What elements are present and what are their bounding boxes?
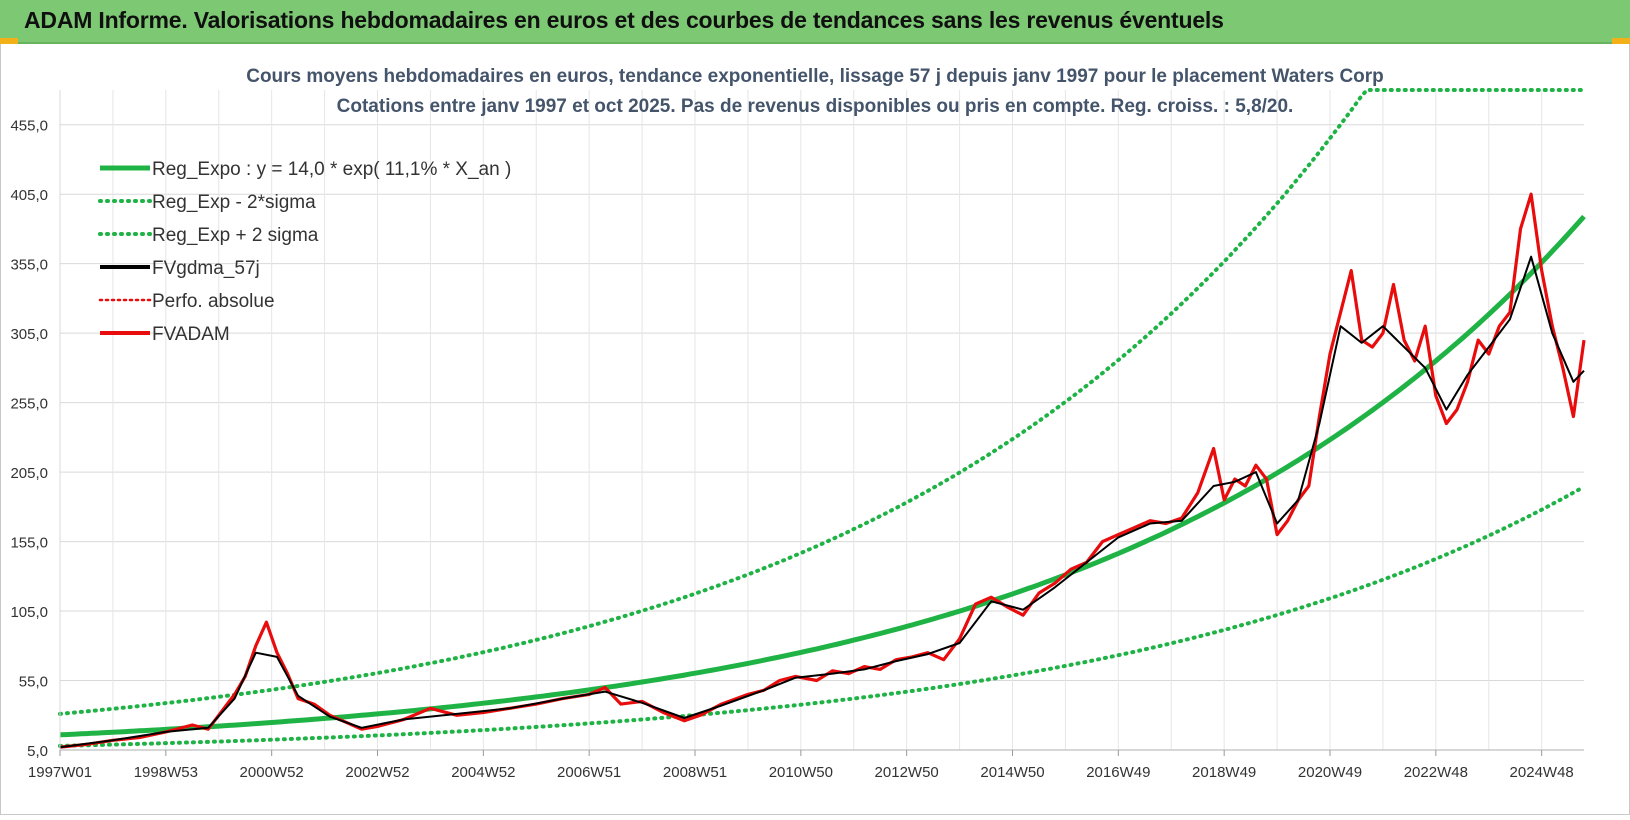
x-tick-label: 2012W50	[875, 764, 939, 781]
x-tick-label: 2022W48	[1404, 764, 1468, 781]
legend-label: Perfo. absolue	[152, 291, 275, 312]
x-tick-label: 2020W49	[1298, 764, 1362, 781]
legend-label: FVgdma_57j	[152, 258, 260, 279]
series-reg-exp-plus-2sigma	[58, 88, 1586, 716]
legend-label: Reg_Exp + 2 sigma	[152, 225, 319, 246]
chart-container: 5,0 55,0 105,0 155,0 205,0 255,0 305,0 355,0 405…	[0, 46, 1630, 815]
y-tick-label: 255,0	[10, 396, 48, 413]
x-tick-label: 2014W50	[980, 764, 1044, 781]
y-tick-label: 405,0	[10, 187, 48, 204]
x-tick-label: 2004W52	[451, 764, 515, 781]
x-tick-label: 2010W50	[769, 764, 833, 781]
y-tick-label: 55,0	[19, 674, 48, 691]
chart-subtitle: Cotations entre janv 1997 et oct 2025. P…	[337, 96, 1294, 117]
x-tick-label: 2018W49	[1192, 764, 1256, 781]
x-tick-label: 2016W49	[1086, 764, 1150, 781]
y-tick-label: 105,0	[10, 604, 48, 621]
y-tick-label: 155,0	[10, 535, 48, 552]
series-reg-exp-minus-2sigma	[58, 484, 1586, 748]
legend-label: FVADAM	[152, 324, 230, 345]
header-banner: ADAM Informe. Valorisations hebdomadaire…	[0, 0, 1630, 44]
x-tick-label: 1997W01	[28, 764, 92, 781]
y-tick-label: 305,0	[10, 326, 48, 343]
y-tick-label: 355,0	[10, 257, 48, 274]
series-fvadam	[59, 192, 1586, 749]
x-tick-label: 2008W51	[663, 764, 727, 781]
series-fvgdma-57j	[59, 255, 1585, 749]
series-reg-expo	[59, 214, 1586, 738]
banner-title: ADAM Informe. Valorisations hebdomadaire…	[24, 7, 1224, 33]
legend: Reg_Expo : y = 14,0 * exp( 11,1% * X_an …	[98, 159, 511, 345]
y-tick-label: 205,0	[10, 465, 48, 482]
legend-label: Reg_Exp - 2*sigma	[152, 192, 316, 213]
chart-title: Cours moyens hebdomadaires en euros, ten…	[246, 66, 1384, 87]
y-tick-label: 5,0	[27, 743, 48, 760]
x-tick-label: 2000W52	[240, 764, 304, 781]
x-tick-label: 2024W48	[1510, 764, 1574, 781]
x-tick-label: 1998W53	[134, 764, 198, 781]
corner-accent-left	[0, 38, 18, 44]
legend-label: Reg_Expo : y = 14,0 * exp( 11,1% * X_an …	[152, 159, 511, 180]
axis-layer: 5,0 55,0 105,0 155,0 205,0 255,0 305,0 355,0 405…	[10, 90, 1584, 781]
y-tick-label: 455,0	[10, 118, 48, 135]
series-layer	[58, 88, 1586, 749]
x-tick-label: 2006W51	[557, 764, 621, 781]
corner-accent-right	[1612, 38, 1630, 44]
x-tick-label: 2002W52	[345, 764, 409, 781]
chart-svg: 5,0 55,0 105,0 155,0 205,0 255,0 305,0 355,0 405…	[10, 66, 1586, 781]
